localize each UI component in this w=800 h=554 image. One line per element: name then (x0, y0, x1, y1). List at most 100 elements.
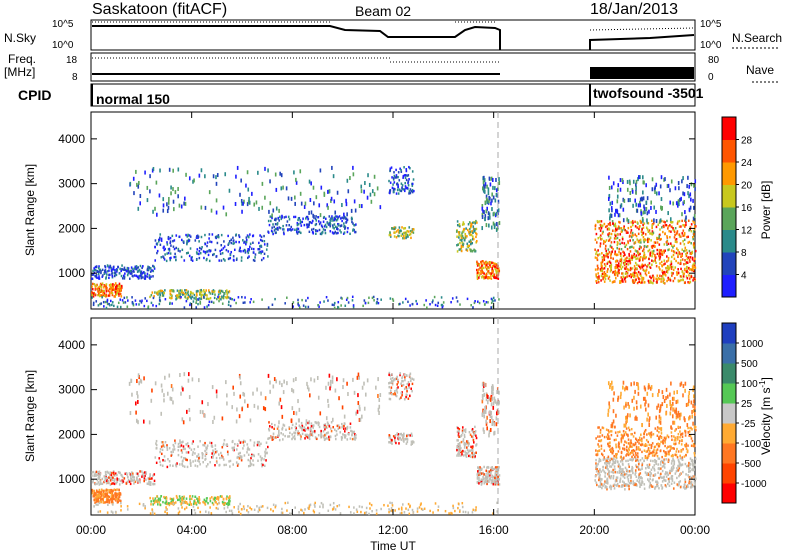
echo-cell (252, 251, 255, 254)
echo-cell (605, 249, 608, 253)
echo-cell (305, 428, 307, 431)
echo-cell (108, 266, 110, 269)
echo-cell (173, 247, 176, 251)
echo-cell (282, 433, 284, 436)
echo-cell (613, 224, 615, 227)
echo-cell (378, 404, 381, 409)
echo-cell (642, 210, 645, 215)
echo-cell (115, 293, 118, 296)
echo-cell (636, 226, 639, 229)
echo-cell (390, 377, 392, 380)
echo-cell (238, 457, 241, 460)
echo-cell (109, 304, 111, 307)
echo-cell (394, 390, 396, 393)
echo-cell (263, 240, 266, 243)
echo-cell (281, 511, 284, 515)
echo-cell (498, 478, 500, 481)
echo-cell (171, 296, 173, 300)
echo-cell (652, 279, 655, 282)
echo-cell (349, 511, 352, 514)
echo-cell (174, 501, 177, 504)
echo-cell (189, 302, 192, 305)
echo-cell (148, 477, 151, 481)
echo-cell (197, 289, 199, 293)
echo-cell (407, 397, 410, 400)
echo-cell (484, 214, 487, 219)
echo-cell (491, 480, 494, 483)
echo-cell (109, 476, 112, 480)
echo-cell (679, 262, 682, 265)
echo-cell (249, 461, 252, 465)
echo-cell (264, 195, 266, 200)
echo-cell (470, 435, 473, 438)
echo-cell (345, 202, 348, 207)
echo-cell (250, 454, 253, 458)
echo-cell (91, 292, 93, 295)
echo-cell (416, 507, 419, 510)
echo-cell (127, 299, 129, 302)
echo-cell (217, 496, 220, 499)
echo-cell (104, 470, 107, 474)
echo-cell (308, 387, 310, 392)
echo-cell (240, 455, 243, 458)
echo-cell (331, 375, 334, 380)
echo-cell (136, 394, 139, 399)
echo-cell (662, 281, 665, 284)
echo-cell (388, 382, 390, 385)
echo-cell (616, 209, 619, 214)
echo-cell (465, 227, 467, 230)
echo-cell (411, 508, 414, 512)
echo-cell (165, 502, 168, 505)
echo-cell (639, 255, 642, 259)
echo-cell (309, 503, 312, 506)
echo-cell (242, 441, 245, 444)
echo-cell (179, 373, 181, 378)
echo-cell (209, 296, 212, 300)
echo-cell (334, 437, 337, 441)
echo-cell (92, 301, 95, 305)
echo-cell (485, 469, 488, 472)
echo-cell (179, 445, 181, 448)
echo-cell (495, 422, 498, 427)
echo-cell (411, 184, 414, 187)
echo-cell (244, 399, 246, 404)
echo-cell (204, 454, 207, 458)
echo-cell (409, 191, 412, 195)
echo-cell (376, 186, 379, 191)
echo-cell (277, 434, 279, 437)
echo-cell (655, 265, 658, 268)
echo-cell (488, 261, 491, 264)
echo-cell (204, 441, 206, 445)
echo-cell (247, 453, 250, 457)
echo-cell (396, 183, 398, 186)
echo-cell (100, 302, 103, 305)
echo-cell (352, 228, 355, 231)
echo-cell (114, 271, 116, 274)
echo-cell (204, 293, 207, 297)
echo-cell (221, 251, 224, 255)
echo-cell (195, 501, 197, 505)
echo-cell (669, 263, 672, 267)
echo-cell (650, 281, 653, 284)
echo-cell (692, 198, 694, 203)
echo-cell (484, 409, 486, 414)
echo-cell (181, 451, 184, 454)
echo-cell (389, 181, 392, 184)
echo-cell (667, 225, 670, 228)
echo-cell (397, 192, 400, 195)
echo-cell (388, 510, 390, 514)
echo-cell (303, 204, 306, 209)
echo-cell (169, 258, 172, 262)
echo-cell (167, 200, 170, 205)
echo-cell (670, 482, 673, 485)
echo-cell (98, 290, 100, 294)
echo-cell (629, 245, 632, 249)
echo-cell (407, 502, 410, 506)
echo-cell (677, 181, 680, 186)
echo-cell (202, 289, 205, 292)
echo-cell (602, 276, 605, 279)
echo-cell (692, 230, 695, 233)
echo-cell (616, 272, 619, 275)
echo-cell (113, 304, 115, 308)
echo-cell (404, 174, 407, 177)
